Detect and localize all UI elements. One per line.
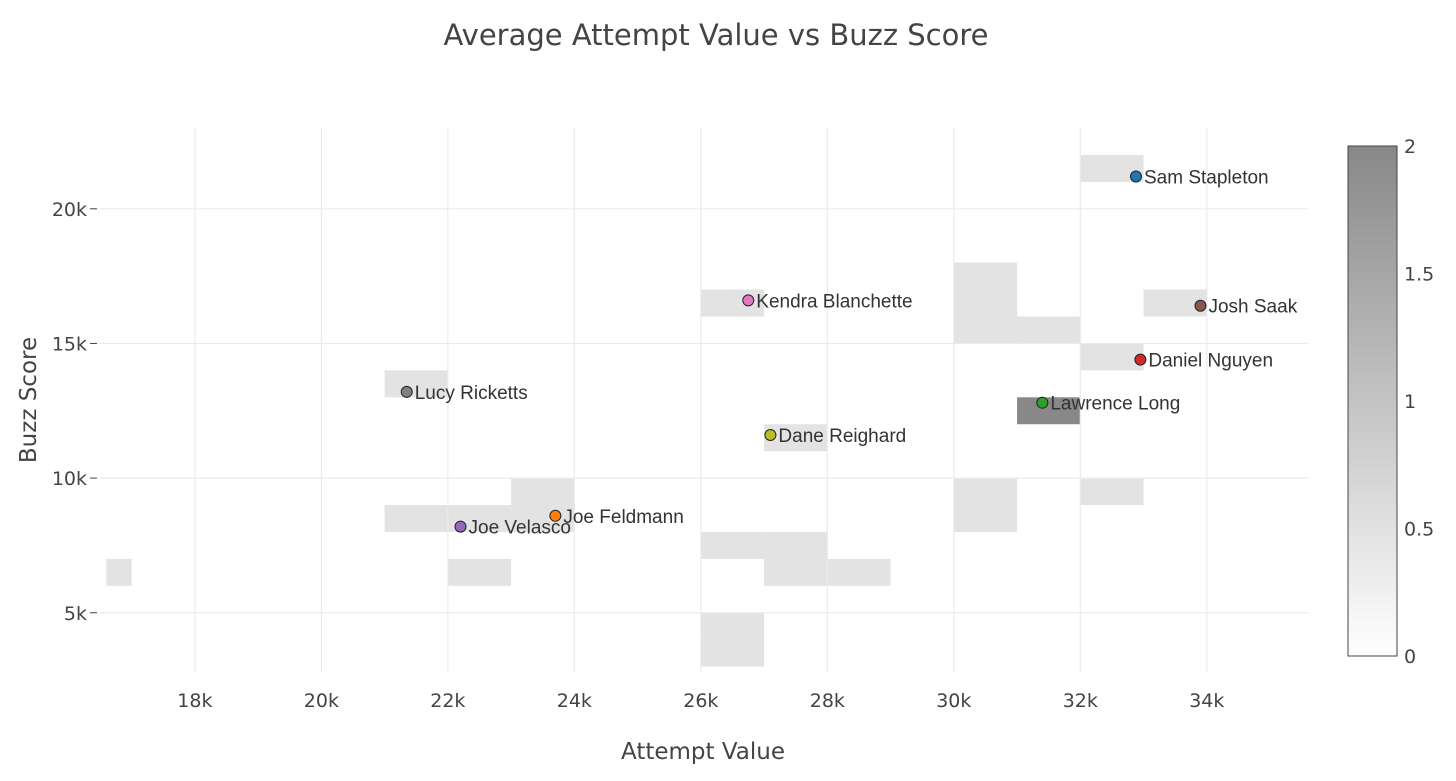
scatter-layer: Sam Stapleton Kendra Blanchette Josh Saak D… xyxy=(400,167,1298,539)
heatmap-cell xyxy=(511,478,575,506)
y-axis-ticks: 5k 10k 15k 20k xyxy=(52,199,97,625)
y-tick-label: 15k xyxy=(52,333,87,355)
colorbar-tick-label: 1 xyxy=(1404,391,1416,413)
x-tick-label: 30k xyxy=(936,690,971,712)
x-axis-title: Attempt Value xyxy=(621,739,785,765)
colorbar-tick-label: 1.5 xyxy=(1404,264,1434,286)
x-tick-label: 22k xyxy=(430,690,465,712)
point-label: Sam Stapleton xyxy=(1144,167,1269,188)
heatmap-cell xyxy=(384,370,448,398)
heatmap-cell xyxy=(764,558,828,586)
colorbar-tick-label: 0 xyxy=(1404,646,1416,668)
point-label: Daniel Nguyen xyxy=(1148,351,1273,372)
heatmap-cell xyxy=(827,558,891,586)
colorbar xyxy=(1347,145,1398,657)
scatter-point[interactable] xyxy=(1134,353,1147,366)
heatmap-cell xyxy=(953,262,1018,290)
colorbar-tick-label: 2 xyxy=(1404,136,1416,158)
y-axis-title: Buzz Score xyxy=(16,337,42,463)
heatmap-cell xyxy=(106,558,132,586)
heatmap-cell xyxy=(700,289,765,317)
heatmap-cell xyxy=(447,558,512,586)
heatmap-cell xyxy=(700,612,765,640)
point-label: Lucy Ricketts xyxy=(415,383,528,404)
point-label: Joe Velasco xyxy=(469,518,571,539)
x-tick-label: 18k xyxy=(177,690,212,712)
x-tick-label: 24k xyxy=(557,690,592,712)
heatmap-cell xyxy=(700,531,765,559)
x-tick-label: 26k xyxy=(683,690,718,712)
heatmap-cell xyxy=(1017,316,1081,344)
colorbar-ticks: 2 1.5 1 0.5 0 xyxy=(1404,136,1434,668)
chart-title: Average Attempt Value vs Buzz Score xyxy=(444,18,989,52)
x-tick-label: 34k xyxy=(1189,690,1224,712)
heatmap-cell xyxy=(384,505,448,532)
heatmap-cell xyxy=(764,531,828,559)
point-label: Dane Reighard xyxy=(778,426,906,447)
heatmap-cell xyxy=(511,505,575,532)
point-label: Kendra Blanchette xyxy=(756,291,912,312)
y-tick-label: 20k xyxy=(52,199,87,221)
scatter-point[interactable] xyxy=(454,520,467,533)
heatmap-cell xyxy=(953,289,1018,317)
point-label: Joe Feldmann xyxy=(563,507,683,528)
heatmap-cell xyxy=(1017,397,1081,425)
scatter-point[interactable] xyxy=(1129,170,1142,183)
scatter-point[interactable] xyxy=(400,385,413,398)
x-tick-label: 32k xyxy=(1063,690,1098,712)
point-label: Josh Saak xyxy=(1208,297,1297,318)
scatter-point[interactable] xyxy=(742,294,755,307)
y-tick-label: 10k xyxy=(52,468,87,490)
y-tick-label: 5k xyxy=(64,603,87,625)
point-label: Lawrence Long xyxy=(1050,394,1180,415)
x-axis-ticks: 18k 20k 22k 24k 26k 28k 30k 32k 34k xyxy=(177,690,1224,712)
heatmap-cell xyxy=(953,316,1018,344)
heatmap-cell xyxy=(1080,478,1144,506)
heatmap-layer xyxy=(106,154,1207,667)
heatmap-cell xyxy=(953,505,1018,532)
scatter-point[interactable] xyxy=(764,429,777,442)
scatter-point[interactable] xyxy=(1194,299,1207,312)
heatmap-cell xyxy=(700,639,765,667)
x-tick-label: 20k xyxy=(304,690,339,712)
scatter-point[interactable] xyxy=(1036,396,1049,409)
scatter-point[interactable] xyxy=(549,509,562,522)
heatmap-cell xyxy=(1080,343,1144,371)
x-tick-label: 28k xyxy=(810,690,845,712)
grid-layer xyxy=(100,128,1308,672)
colorbar-tick-label: 0.5 xyxy=(1404,519,1434,541)
heatmap-cell xyxy=(953,478,1018,506)
